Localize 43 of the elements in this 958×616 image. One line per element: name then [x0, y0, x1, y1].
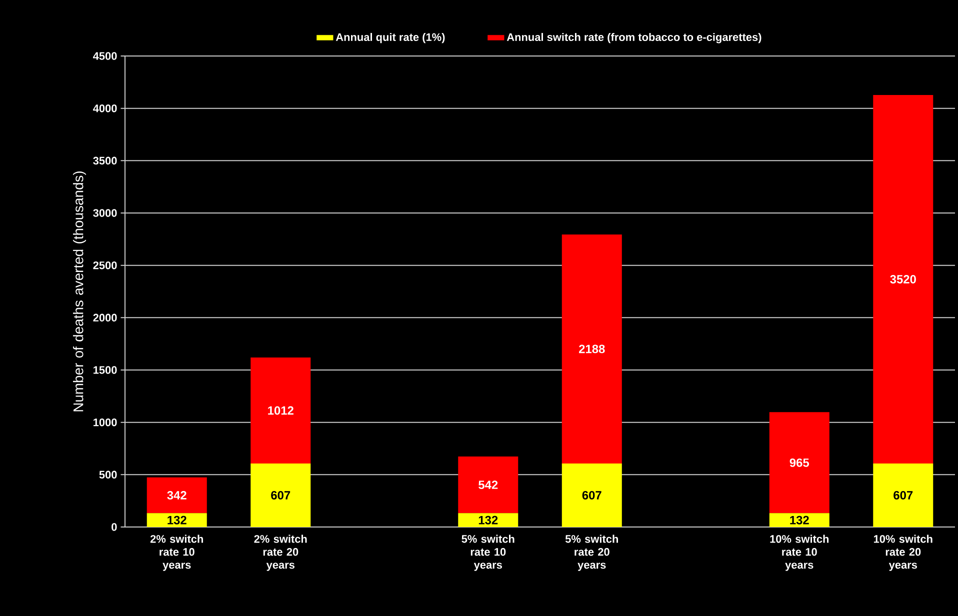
data-label: 607: [582, 491, 602, 500]
bar: [458, 456, 518, 514]
bar: [250, 463, 311, 527]
bar: [873, 463, 934, 527]
legend-label: Annual switch rate (from tobacco to e-cigarettes): [506, 32, 762, 44]
x-tick-label: 2% switch rate 20 years: [254, 534, 307, 571]
data-label: 1012: [268, 406, 294, 415]
data-label: 542: [478, 480, 498, 490]
y-tick-label: 2000: [93, 314, 117, 322]
y-tick-label: 1000: [94, 418, 117, 426]
y-tick-label: 3000: [93, 209, 117, 217]
y-axis-title: Number of deaths averted (thousands): [73, 171, 86, 412]
data-label: 132: [790, 516, 809, 524]
data-label: 965: [790, 458, 810, 467]
data-label: 607: [894, 491, 913, 500]
data-label: 132: [478, 516, 498, 524]
bar: [873, 95, 934, 464]
data-label: 607: [271, 491, 290, 500]
bar: [458, 513, 518, 527]
x-tick-label: 5% switch rate 10 years: [462, 534, 514, 571]
bar: [562, 463, 622, 527]
x-tick-label: 10% switch rate 20 years: [874, 534, 932, 571]
bar: [562, 234, 622, 464]
y-tick-label: 4500: [93, 52, 117, 60]
legend-label: Annual quit rate (1%): [336, 32, 445, 44]
data-label: 132: [168, 516, 186, 524]
y-tick-label: 2500: [93, 261, 117, 270]
y-tick-label: 3500: [93, 156, 117, 165]
x-tick-label: 5% switch rate 20 years: [565, 534, 618, 571]
data-label: 3520: [890, 275, 916, 284]
x-tick-label: 2% switch rate 10 years: [150, 534, 203, 571]
bar: [146, 513, 207, 527]
bar: [769, 513, 830, 527]
bar: [769, 412, 830, 514]
y-tick-label: 0: [112, 523, 117, 531]
y-tick-label: 4000: [93, 104, 117, 112]
bar: [146, 477, 207, 514]
data-label: 2188: [579, 344, 605, 354]
y-tick-label: 500: [99, 470, 117, 479]
data-label: 342: [167, 491, 186, 500]
x-tick-label: 10% switch rate 10 years: [770, 534, 829, 571]
bar: [250, 358, 311, 464]
y-tick-label: 1500: [94, 366, 117, 374]
